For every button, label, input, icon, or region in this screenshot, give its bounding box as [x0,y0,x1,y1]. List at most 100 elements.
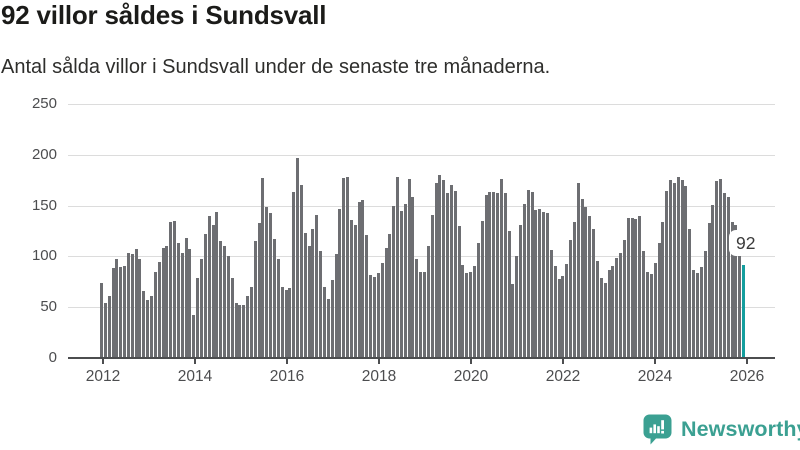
x-axis-tick [746,359,748,364]
bar [719,179,723,358]
bar [699,266,703,358]
x-axis-label: 2022 [545,368,581,385]
bar [476,243,480,358]
bar [373,276,376,358]
x-axis-tick [194,359,196,364]
bar [469,271,473,358]
bar [565,263,569,358]
bar [492,192,496,358]
bar [342,178,346,358]
bar [146,300,150,358]
bar [173,220,177,358]
bar [449,185,453,358]
bar [453,191,457,358]
bar [230,277,234,358]
bar [276,259,280,358]
bar [188,249,192,358]
bar [607,269,611,358]
bar [569,240,573,358]
bar [615,258,619,358]
bar [695,272,699,358]
x-axis-label: 2020 [453,368,489,385]
y-axis-label: 250 [31,95,57,112]
gridline [68,205,775,207]
bar [219,241,223,358]
bar [349,219,353,358]
bar [457,225,461,358]
bar [311,229,315,358]
bar [461,264,465,358]
bar [149,296,153,358]
bar [638,215,642,358]
bar [630,217,634,358]
bar [265,206,269,358]
bar [415,259,419,358]
bar [411,196,415,358]
bar [542,211,546,358]
bar [669,180,673,358]
bar [253,241,257,358]
bar [484,195,488,358]
bar [246,296,250,358]
bar [296,157,300,358]
bar [180,253,184,358]
y-axis-label: 100 [31,247,57,265]
bar [403,203,407,358]
bar [157,261,161,358]
bar [299,185,303,358]
bar [249,286,253,358]
bar [465,272,469,358]
bar [530,192,534,358]
bar [284,289,288,358]
bar [603,282,607,358]
brand-footer[interactable]: Newsworthy [642,413,800,445]
bar [557,278,561,358]
bar [100,282,103,358]
bar [257,222,261,358]
bar [273,239,277,358]
y-axis-label: 50 [40,298,57,316]
bar [396,177,400,358]
bar [519,224,523,358]
y-axis-label: 0 [48,349,57,366]
bar [534,209,538,358]
bar [111,267,115,358]
bar [715,181,719,358]
bar [288,287,292,358]
bar [176,243,180,358]
bar [653,262,657,358]
bar [292,192,296,358]
bar [142,290,146,358]
bar [119,266,123,358]
bar [365,235,369,358]
bar [238,305,242,358]
bar [645,271,649,358]
bar [199,259,203,358]
bar [380,262,384,358]
x-axis-label: 2012 [85,368,121,385]
bar [422,271,426,358]
bar [442,180,446,358]
bar [672,183,676,358]
bar-chart: 0 50 100 150 200 250 2012 2014 2016 2018 2020 2022… [31,95,775,385]
bar [203,234,207,358]
bar [223,246,227,358]
bar [538,208,542,358]
x-axis-label: 2026 [729,368,765,385]
bar [361,199,365,358]
bar [107,296,111,358]
brand-name: Newsworthy [681,416,800,441]
bar [319,251,323,358]
bar [619,253,623,358]
x-axis-tick [470,359,472,364]
bar [446,193,450,358]
bar [330,279,334,358]
bar [134,249,138,358]
bar [207,215,211,358]
x-axis-line [68,356,775,359]
bar [153,271,157,358]
y-axis-label: 200 [31,145,57,163]
bar [561,275,565,358]
bar [357,201,361,358]
